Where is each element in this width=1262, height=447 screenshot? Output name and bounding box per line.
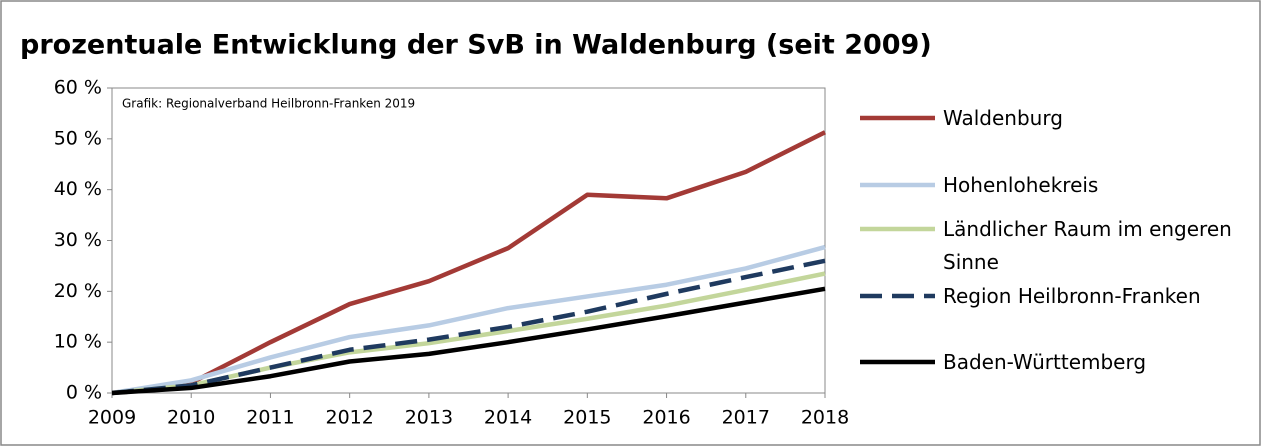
y-tick-label: 20 % <box>54 280 102 302</box>
x-tick-label: 2009 <box>88 407 136 429</box>
x-tick-label: 2014 <box>484 407 532 429</box>
legend-label: Waldenburg <box>943 106 1063 130</box>
x-tick-label: 2018 <box>801 407 849 429</box>
y-tick-label: 30 % <box>54 229 102 251</box>
chart-title: prozentuale Entwicklung der SvB in Walde… <box>20 30 932 61</box>
legend-label: Ländlicher Raum im engeren Sinne <box>943 217 1232 274</box>
y-tick-label: 0 % <box>66 382 102 404</box>
x-tick-label: 2017 <box>722 407 770 429</box>
y-tick-label: 10 % <box>54 331 102 353</box>
series-line <box>111 130 827 396</box>
x-tick-label: 2012 <box>325 407 373 429</box>
annotation: Grafik: Regionalverband Heilbronn-Franke… <box>122 97 415 111</box>
x-tick-label: 2010 <box>167 407 215 429</box>
x-tick-label: 2016 <box>642 407 690 429</box>
y-tick-label: 40 % <box>54 178 102 200</box>
legend-label: Hohenlohekreis <box>943 173 1099 197</box>
series-line <box>111 244 826 396</box>
series-line <box>111 286 826 396</box>
y-tick-label: 60 % <box>54 77 102 99</box>
x-tick-label: 2011 <box>246 407 294 429</box>
series-line <box>111 258 826 396</box>
legend-label: Region Heilbronn-Franken <box>943 284 1201 308</box>
legend-label: Baden-Württemberg <box>943 350 1147 374</box>
x-tick-label: 2013 <box>405 407 453 429</box>
x-tick-label: 2015 <box>563 407 611 429</box>
series-line <box>111 271 826 396</box>
y-tick-label: 50 % <box>54 127 102 149</box>
